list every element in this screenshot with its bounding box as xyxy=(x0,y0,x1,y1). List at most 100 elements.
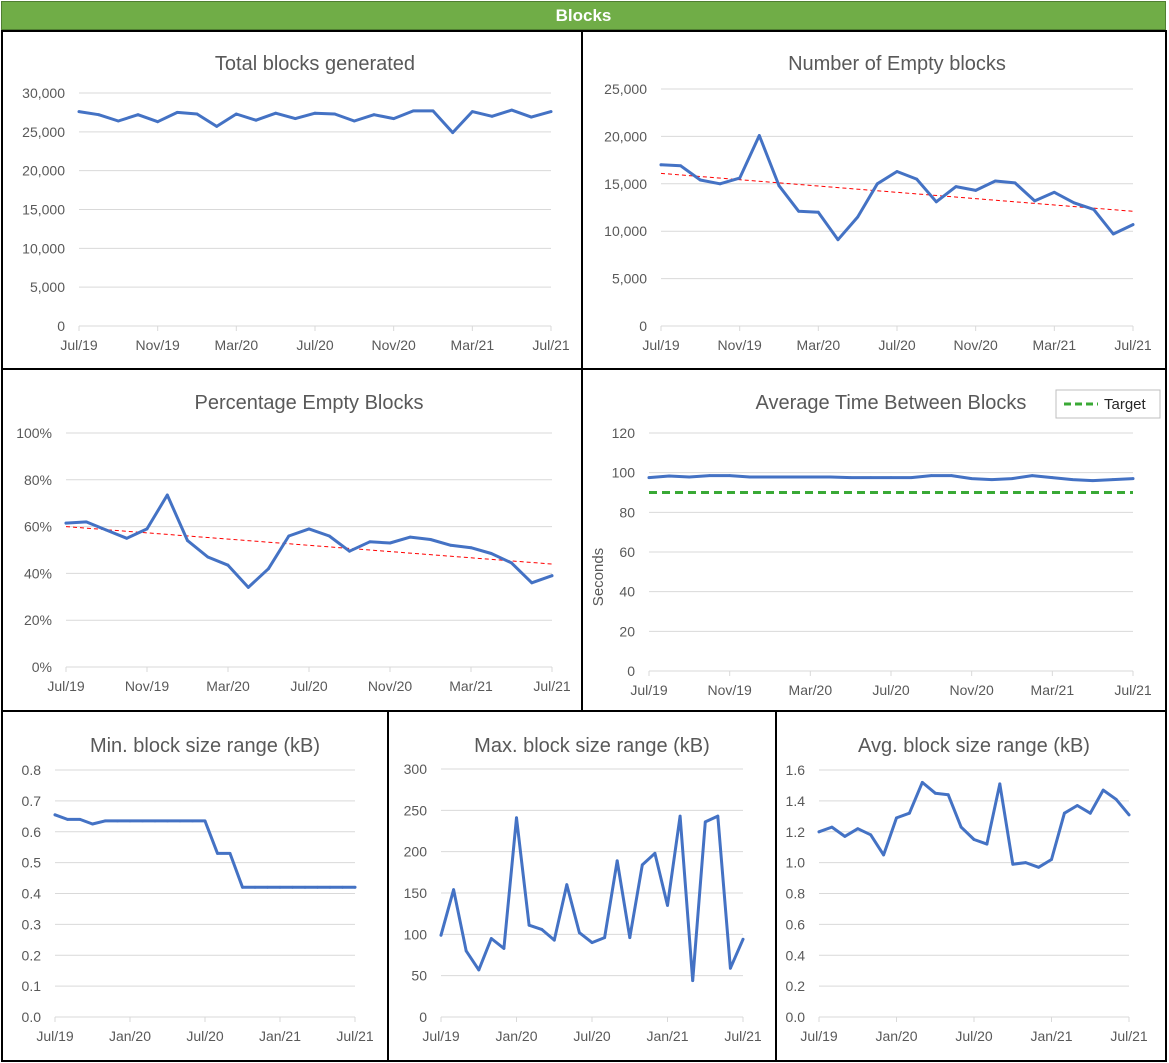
chart5-data-point xyxy=(729,966,732,970)
chart2-data-point xyxy=(64,521,68,525)
chart6-y-tick-label: 1.0 xyxy=(786,855,806,871)
chart1-data-point xyxy=(738,176,742,180)
chart1-data-point xyxy=(718,182,722,186)
chart2-x-tick-label: Mar/20 xyxy=(206,678,250,694)
chart1-data-point xyxy=(895,170,899,173)
chart3-data-point xyxy=(970,477,974,480)
chart5-y-tick-label: 100 xyxy=(404,926,428,942)
chart4-y-tick-label: 0.7 xyxy=(22,793,42,809)
chart4-x-tick-label: Jan/20 xyxy=(109,1028,151,1044)
chart3-data-point xyxy=(1091,479,1095,482)
chart5-data-point xyxy=(640,863,644,867)
chart2-data-point xyxy=(510,561,513,565)
chart-min-block-size: Min. block size range (kB) 0.0 0.1 0.2 0.3 0.… xyxy=(22,735,374,1044)
chart2-trendline xyxy=(65,526,553,565)
chart6-x-tick-label: Jan/21 xyxy=(1030,1028,1072,1044)
chart2-data-point xyxy=(327,534,331,538)
chart3-data-point xyxy=(1050,476,1054,479)
chart0-data-point xyxy=(510,108,514,112)
chart3-data-point xyxy=(950,474,953,477)
chart6-x-tick-label: Jul/20 xyxy=(955,1028,993,1044)
chart5-data-point xyxy=(666,904,669,907)
chart1-data-point xyxy=(1111,232,1115,236)
chart2-data-point xyxy=(429,538,432,541)
chart5-data-point xyxy=(464,949,468,953)
chart2-y-tick-label: 100% xyxy=(16,425,52,441)
chart6-data-point xyxy=(972,838,976,841)
chart3-data-point xyxy=(909,476,913,479)
chart0-data-point xyxy=(352,119,356,123)
chart2-data-point xyxy=(246,586,250,589)
chart2-x-tick-label: Mar/21 xyxy=(449,678,493,694)
chart0-data-point xyxy=(411,109,415,113)
chart-total-blocks: Total blocks generated 0 5,000 10,000 15,000… xyxy=(22,53,570,353)
chart6-data-point xyxy=(1037,865,1040,869)
chart3-data-point xyxy=(829,475,832,479)
chart3-x-tick-label: Nov/20 xyxy=(949,682,994,698)
chart4-y-tick-label: 0.8 xyxy=(22,762,42,778)
chart6-data-point xyxy=(959,825,963,829)
chart-avg-time: Average Time Between Blocks 0 20 40 60 80 100 1… xyxy=(590,389,1161,698)
chart0-data-point xyxy=(451,131,455,134)
chart1-data-point xyxy=(856,215,860,219)
chart3-x-tick-label: Mar/20 xyxy=(789,682,833,698)
chart4-data-point xyxy=(116,819,119,823)
chart3-y-tick-label: 120 xyxy=(612,425,636,441)
chart5-x-tick-label: Jan/20 xyxy=(495,1028,537,1044)
chart4-data-point xyxy=(278,885,282,889)
chart5-title: Max. block size range (kB) xyxy=(474,735,710,757)
chart2-data-point xyxy=(186,539,189,542)
chart3-y-tick-label: 80 xyxy=(619,504,635,520)
chart6-data-point xyxy=(1050,858,1053,861)
chart6-x-tick-label: Jan/20 xyxy=(875,1028,917,1044)
chart4-data-point xyxy=(241,885,244,889)
chart4-series-line xyxy=(53,813,357,889)
chart1-data-point xyxy=(954,185,958,189)
chart4-data-point xyxy=(178,819,182,823)
chart1-data-point xyxy=(698,178,702,182)
chart1-data-point xyxy=(679,164,683,168)
chart1-data-point xyxy=(797,209,801,213)
chart5-data-point xyxy=(439,933,443,937)
chart1-y-tick-label: 0 xyxy=(639,318,647,334)
chart0-data-point xyxy=(470,110,474,113)
chart3-data-point xyxy=(768,475,772,479)
chart3-data-point xyxy=(667,474,671,478)
chart2-data-point xyxy=(145,527,149,531)
chart0-data-point xyxy=(549,110,553,113)
chart4-data-point xyxy=(141,819,144,823)
chart2-data-point xyxy=(226,563,230,567)
chart3-legend-box xyxy=(1055,389,1161,419)
chart0-data-point xyxy=(175,111,179,114)
chart4-data-point xyxy=(53,813,57,817)
chart2-data-point xyxy=(449,543,453,547)
chart3-y-tick-label: 0 xyxy=(627,663,635,679)
chart6-y-tick-label: 0.8 xyxy=(786,886,806,902)
page-title: Blocks xyxy=(1,1,1166,30)
chart3-y-tick-label: 20 xyxy=(619,623,635,639)
chart6-data-point xyxy=(933,791,937,795)
chart3-data-point xyxy=(1111,478,1115,481)
chart6-data-point xyxy=(869,833,873,837)
chart0-y-tick-label: 0 xyxy=(57,318,65,334)
chart2-y-tick-label: 0% xyxy=(32,659,52,675)
chart1-x-tick-label: Mar/20 xyxy=(797,337,841,353)
chart4-data-point xyxy=(316,885,319,889)
chart0-y-tick-label: 10,000 xyxy=(22,240,65,256)
chart4-x-tick-label: Jul/21 xyxy=(336,1028,374,1044)
chart5-data-point xyxy=(527,923,531,927)
chart0-x-tick-label: Jul/21 xyxy=(532,337,570,353)
chart1-x-tick-label: Jul/19 xyxy=(642,337,680,353)
chart1-data-point xyxy=(659,163,663,167)
chart2-y-tick-label: 60% xyxy=(24,519,52,535)
chart2-x-tick-label: Jul/19 xyxy=(47,678,85,694)
chart3-data-point xyxy=(728,474,732,477)
chart5-data-point xyxy=(716,814,720,818)
chart-panel-max-block-size: Max. block size range (kB) 0 50 100 150 200 25… xyxy=(387,710,777,1062)
chart2-data-point xyxy=(530,581,534,585)
chart-panel-empty-blocks: Number of Empty blocks 0 5,000 10,000 15,000… xyxy=(581,30,1167,370)
chart6-data-point xyxy=(1024,861,1028,864)
chart1-title: Number of Empty blocks xyxy=(788,53,1006,75)
chart4-data-point xyxy=(191,819,194,823)
chart5-data-point xyxy=(578,931,581,935)
